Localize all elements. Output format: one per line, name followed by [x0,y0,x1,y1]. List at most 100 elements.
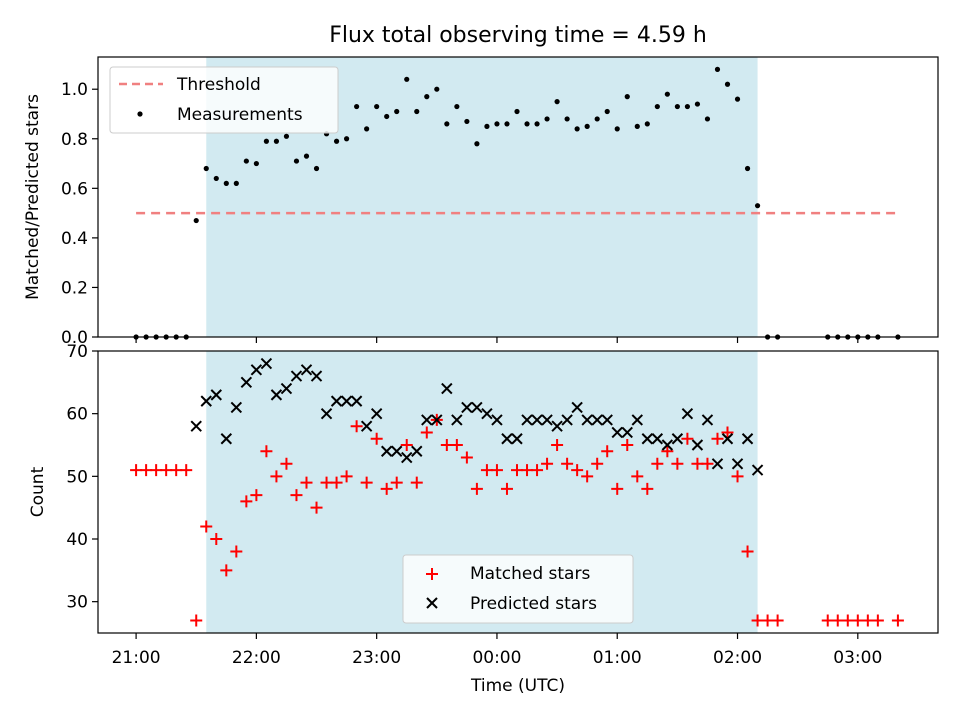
predicted-stars-point [220,433,233,445]
predicted-stars-point [310,370,323,382]
xtick-label: 01:00 [593,648,642,668]
predicted-stars-point [551,420,563,432]
predicted-stars-point [320,407,333,420]
predicted-stars-point [561,414,573,426]
measurements-point [313,165,320,172]
measurements-point [674,103,680,110]
top-ylabel: Matched/Predicted stars [23,94,43,300]
matched-stars-point [250,489,263,502]
top-ytick-label: 0.8 [61,130,88,150]
predicted-stars-point [240,376,253,389]
measurements-point [223,180,229,186]
legend-matched-swatch [426,568,438,580]
bottom-legend-box [402,554,634,624]
matched-stars-point [460,451,473,464]
predicted-stars-point [210,389,222,401]
matched-stars-point [210,533,223,545]
measurements-point [584,123,590,129]
xtick-label: 21:00 [112,648,161,668]
predicted-stars-point [360,420,373,432]
matched-stars-point [691,457,704,470]
legend-measurements-label: Measurements [177,105,303,125]
predicted-stars-point [250,364,263,376]
predicted-stars-point [621,426,633,439]
measurements-point [384,113,390,120]
matched-stars-point [270,470,283,483]
predicted-stars-point [531,414,543,426]
predicted-stars-point [461,401,473,414]
predicted-stars-point [411,445,423,457]
matched-stars-point [450,439,463,451]
top-legend-box [109,66,339,134]
measurements-point [534,121,540,127]
matched-stars-point [260,445,273,458]
matched-stars-point [200,520,213,533]
measurements-point [333,138,340,144]
predicted-stars-point [661,439,674,451]
matched-stars-point [631,470,644,483]
matched-stars-point [891,614,904,627]
matched-stars-point [851,614,864,627]
measurements-point [233,180,239,186]
predicted-stars-point [671,433,684,445]
predicted-stars-point [681,407,694,420]
matched-stars-point [861,614,874,627]
predicted-stars-point [330,395,343,407]
measurements-point [694,101,701,107]
matched-stars-point [661,445,674,458]
predicted-stars-point [541,414,553,426]
matched-stars-point [330,476,343,489]
predicted-stars-point [741,433,754,445]
measurements-point [374,103,380,110]
x-axis-label: Time (UTC) [470,676,565,696]
predicted-stars-point [591,414,603,426]
predicted-stars-point [350,395,363,407]
measurements-point [644,121,650,127]
predicted-stars-point [651,433,664,445]
xtick-label: 00:00 [472,648,521,668]
predicted-stars-point [521,414,533,426]
measurements-point [614,126,620,132]
matched-stars-point [140,464,153,477]
measurements-point [203,165,209,172]
predicted-stars-point [481,407,493,420]
matched-stars-point [761,614,774,627]
measurements-point [414,108,420,115]
predicted-stars-point [230,401,243,414]
measurements-point [263,138,270,144]
legend-matched-label: Matched stars [470,564,590,584]
measurements-point [494,121,500,127]
measurements-point [624,94,630,100]
bottom-ytick-label: 70 [66,342,88,362]
predicted-stars-point [340,395,353,407]
predicted-stars-point [441,382,453,395]
predicted-stars-point [601,414,613,426]
measurements-point [564,116,570,122]
matched-stars-point [320,476,333,489]
matched-stars-point [420,426,433,439]
legend-predicted-label: Predicted stars [470,594,597,614]
measurements-point [664,91,670,97]
matched-stars-point [731,470,744,483]
matched-stars-point [510,464,523,477]
matched-stars-point [350,420,363,433]
measurements-point [454,103,460,110]
matched-stars-point [541,457,554,470]
matched-stars-point [220,564,233,577]
measurements-point [604,108,610,115]
predicted-stars-point [391,445,403,457]
predicted-stars-point [471,401,483,414]
measurements-point [744,165,751,172]
measurements-point [734,96,741,102]
matched-stars-point [390,476,403,489]
matched-stars-point [370,432,383,445]
measurements-point [343,136,350,142]
bottom-panel: 30 40 50 60 70 21:00 22:00 23:00 00:00 01:00 02:00… [28,342,939,696]
predicted-stars-point [270,389,283,401]
measurements-point [684,103,691,110]
matched-stars-point [360,476,373,489]
matched-stars-point [531,464,544,477]
matched-stars-point [190,614,203,627]
measurements-point [213,175,219,182]
measurements-point [193,217,199,224]
